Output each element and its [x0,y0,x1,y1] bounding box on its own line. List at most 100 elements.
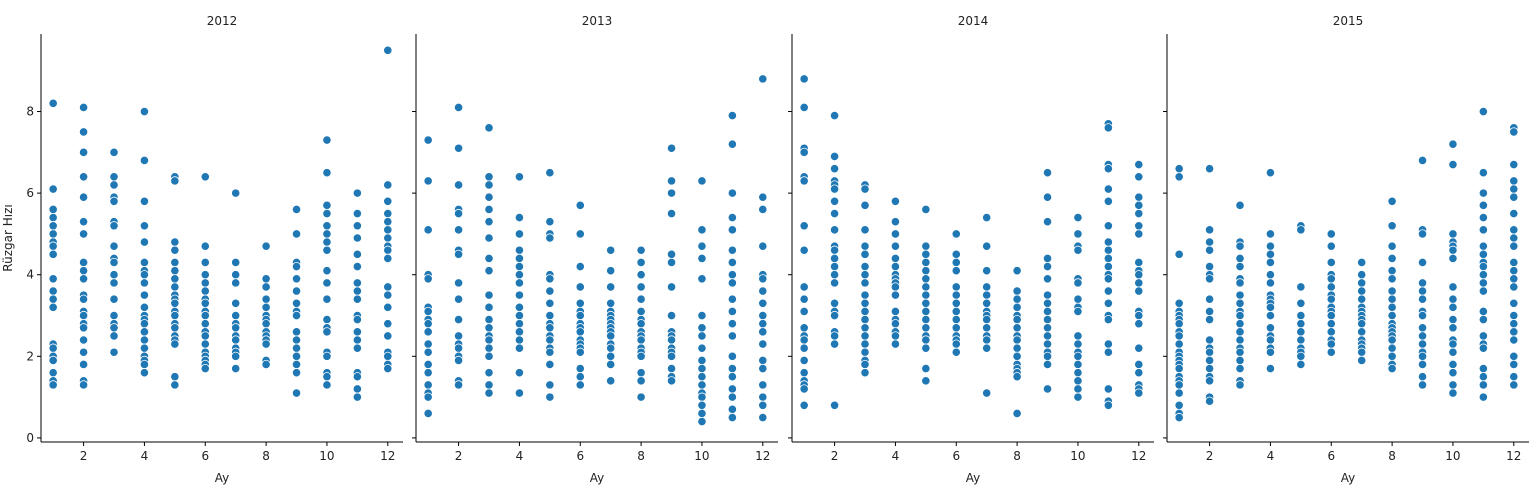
data-point [758,355,768,365]
data-point [1326,274,1336,284]
data-point [514,278,525,288]
data-point [829,339,840,349]
data-point [727,111,737,121]
data-point [860,261,870,272]
data-point [1478,363,1488,374]
data-point [697,408,707,419]
data-point [890,241,901,251]
data-point [575,200,585,210]
data-point [545,335,555,345]
data-point [890,229,901,239]
data-point [484,335,494,345]
data-point [1509,225,1519,235]
data-point [109,196,119,206]
data-point [48,241,58,251]
data-point [453,225,464,235]
data-point [1296,298,1306,308]
data-point [1134,310,1144,321]
data-point [697,392,707,402]
x-tick-label: 2 [1206,449,1214,463]
data-point [78,380,89,390]
data-point [352,286,362,296]
data-point [727,412,737,423]
data-point [1235,261,1245,272]
data-point [484,217,494,227]
data-point [453,294,464,304]
data-point [109,147,119,157]
data-point [575,372,585,382]
data-point [1042,351,1053,361]
data-point [383,253,393,263]
data-point [383,319,393,329]
data-point [514,213,525,223]
data-point [200,286,210,296]
data-point [636,282,646,292]
data-point [1448,282,1458,292]
data-point [48,204,58,215]
data-point [322,380,332,390]
data-point [545,347,555,357]
data-point [1103,298,1113,308]
data-point [758,339,768,349]
data-point [261,359,271,370]
data-point [1387,221,1397,231]
data-point [1204,306,1215,317]
x-tick-label: 12 [1131,449,1146,463]
data-point [1235,335,1245,345]
x-tick-label: 8 [262,449,270,463]
data-point [514,229,525,239]
data-point [1235,253,1245,263]
data-point [484,180,494,190]
data-point [727,270,737,280]
data-point [951,229,961,239]
data-point [291,298,302,308]
data-point [666,143,677,153]
x-tick-label: 12 [380,449,395,463]
data-point [1357,286,1367,296]
data-point [545,392,555,402]
data-point [921,306,931,317]
data-point [170,298,180,308]
data-point [1296,335,1306,345]
data-point [200,363,210,374]
data-point [139,359,150,370]
data-point [1417,286,1428,296]
data-point [78,192,89,202]
data-point [484,172,494,182]
data-point [860,347,870,357]
data-point [1296,327,1306,337]
data-point [170,380,180,390]
data-point [1326,257,1336,268]
data-point [322,245,332,255]
x-tick-label: 2 [455,449,463,463]
data-point [951,282,961,292]
data-point [139,302,150,312]
data-point [231,278,241,288]
data-point [1134,200,1144,210]
data-point [352,221,362,231]
data-point [1509,327,1519,337]
y-tick-label: 2 [26,349,34,363]
data-point [1204,164,1215,174]
data-point [383,331,393,341]
data-point [200,331,210,341]
data-point [606,331,616,341]
data-point [860,270,870,280]
data-point [799,384,809,394]
data-point [231,335,241,345]
data-point [727,257,737,268]
data-point [890,290,901,300]
data-point [484,290,494,300]
data-point [636,376,646,386]
data-point [1509,380,1519,390]
y-tick-label: 8 [26,105,34,119]
data-point [1417,257,1428,268]
data-point [1073,392,1083,402]
data-point [1357,294,1367,304]
data-point [1012,343,1022,353]
data-point [982,388,992,398]
data-point [1103,237,1113,247]
data-point [727,225,737,235]
data-point [606,282,616,292]
data-point [170,310,180,321]
